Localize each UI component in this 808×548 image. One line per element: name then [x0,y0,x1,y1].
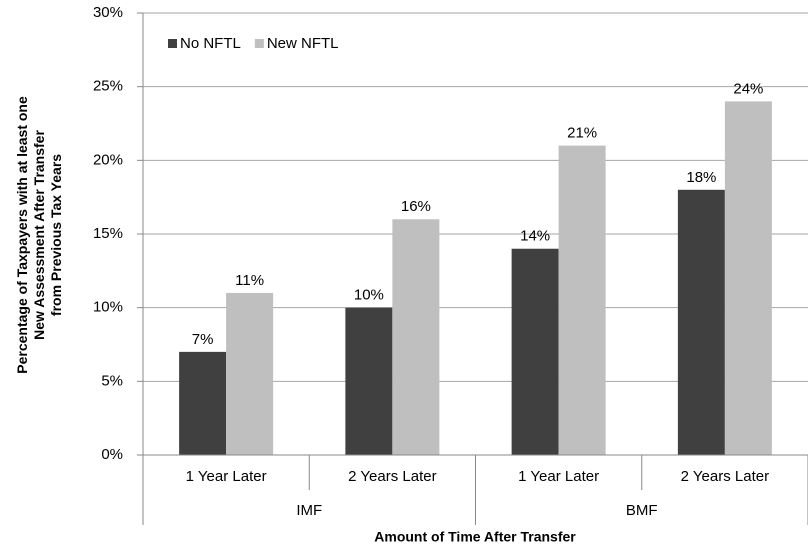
x-tick-label: 1 Year Later [518,468,599,485]
x-tick-label: 2 Years Later [348,468,436,485]
legend-swatch [168,39,177,48]
bar [724,101,772,456]
x-tick-label: 1 Year Later [186,468,267,485]
value-label: 14% [520,228,550,245]
value-label: 7% [192,331,214,348]
y-axis-title: Percentage of Taxpayers with at least on… [14,96,64,374]
value-label: 10% [354,287,384,304]
bar [392,219,440,455]
legend-label: New NFTL [267,35,339,52]
y-tick-label: 10% [93,299,123,316]
group-label: IMF [296,502,322,519]
y-axis-title-line: from Previous Tax Years [48,154,64,316]
x-axis-title: Amount of Time After Transfer [374,529,576,545]
group-label: BMF [626,502,658,519]
bar [226,292,274,455]
bar [558,145,606,455]
value-label: 16% [401,198,431,215]
value-label: 24% [733,80,763,97]
x-tick-label: 2 Years Later [681,468,769,485]
y-tick-label: 25% [93,78,123,95]
bar [511,248,559,455]
y-tick-label: 30% [93,4,123,21]
bar [179,351,227,455]
legend-swatch [254,39,264,48]
y-axis-title-line: Percentage of Taxpayers with at least on… [14,96,30,374]
value-label: 18% [686,169,716,186]
y-tick-label: 20% [93,151,123,168]
y-tick-label: 15% [93,225,123,242]
y-tick-label: 0% [101,446,123,463]
bar [345,307,393,455]
y-axis-title-line: New Assessment After Transfer [31,130,47,340]
y-tick-label: 5% [101,372,123,389]
value-label: 21% [567,125,597,142]
value-label: 11% [235,272,264,289]
bar [677,189,725,456]
legend-label: No NFTL [180,35,241,52]
